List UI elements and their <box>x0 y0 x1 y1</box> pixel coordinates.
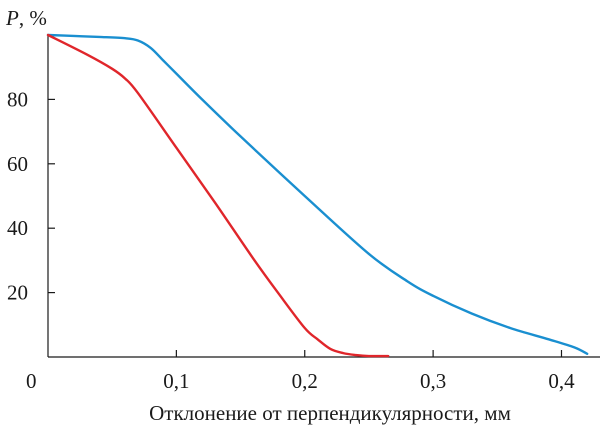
x-tick-label: 0,1 <box>163 369 189 393</box>
series-line-1 <box>46 33 589 355</box>
axes <box>47 35 600 358</box>
origin-label: 0 <box>26 369 37 393</box>
y-tick-label: 40 <box>7 216 28 240</box>
y-axis-title: P, % <box>5 6 47 30</box>
x-tick-label: 0,4 <box>548 369 575 393</box>
y-tick-label: 20 <box>7 281 28 305</box>
y-tick-label: 80 <box>7 87 28 111</box>
y-axis-title-unit: , % <box>19 6 47 30</box>
series <box>46 33 589 358</box>
y-axis-title-var: P <box>5 6 19 30</box>
series-line-2 <box>46 33 390 358</box>
ticks: 0,1 0,2 0,3 0,4 20 40 60 80 <box>7 87 575 393</box>
x-tick-label: 0,3 <box>420 369 446 393</box>
y-tick-label: 60 <box>7 152 28 176</box>
x-axis-title: Отклонение от перпендикулярности, мм <box>149 401 511 425</box>
x-tick-label: 0,2 <box>292 369 318 393</box>
